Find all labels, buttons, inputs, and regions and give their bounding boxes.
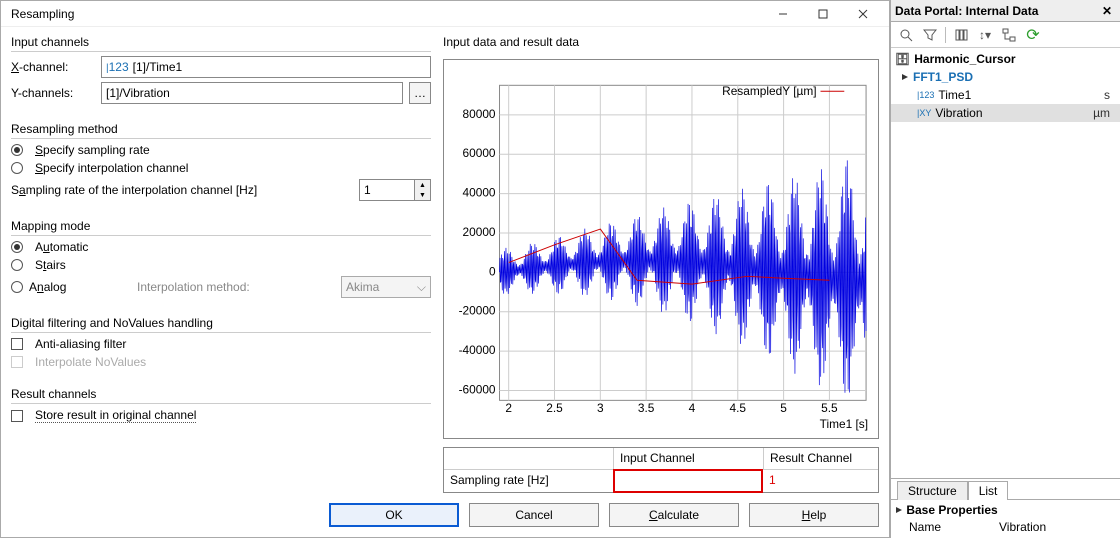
svg-text:4: 4: [689, 402, 696, 416]
numeric-channel-icon: |123: [106, 60, 129, 74]
sampling-rate-input[interactable]: 1 ▲▼: [359, 179, 431, 201]
col-result: Result Channel: [764, 448, 878, 469]
mapping-mode-label: Mapping mode: [11, 219, 431, 233]
filtering-label: Digital filtering and NoValues handling: [11, 316, 431, 330]
ok-button[interactable]: OK: [329, 503, 459, 527]
channel-type-icon: |123: [917, 90, 934, 100]
sort-icon[interactable]: ↕▾: [974, 25, 996, 45]
svg-text:Time1 [s]: Time1 [s]: [820, 418, 868, 432]
filtering-section: Digital filtering and NoValues handling …: [11, 316, 431, 373]
x-channel-input[interactable]: |123 [1]/Time1: [101, 56, 431, 78]
radio-sampling-rate[interactable]: Specify sampling rate: [11, 143, 431, 157]
radio-automatic[interactable]: Automatic: [11, 240, 431, 254]
check-interp-novalues: Interpolate NoValues: [11, 355, 431, 369]
svg-text:0: 0: [489, 265, 496, 279]
row-result-value: 1: [763, 470, 878, 492]
help-button[interactable]: Help: [749, 503, 879, 527]
refresh-icon[interactable]: ⟳: [1022, 25, 1044, 45]
y-channels-input[interactable]: [1]/Vibration: [101, 82, 403, 104]
calculate-button[interactable]: Calculate: [609, 503, 739, 527]
svg-text:-20000: -20000: [459, 304, 496, 318]
result-channels-section: Result channels Store result in original…: [11, 387, 431, 427]
x-channel-label: X-channel:: [11, 60, 95, 74]
portal-tabs: Structure List: [891, 478, 1120, 500]
result-table: Input Channel Result Channel Sampling ra…: [443, 447, 879, 493]
search-icon[interactable]: [895, 25, 917, 45]
svg-text:20000: 20000: [463, 225, 496, 239]
check-antialias[interactable]: Anti-aliasing filter: [11, 337, 431, 351]
props-header[interactable]: Base Properties: [891, 500, 1120, 520]
spinner-down[interactable]: ▼: [415, 190, 430, 200]
svg-text:80000: 80000: [463, 107, 496, 121]
svg-text:ResampledY [µm]: ResampledY [µm]: [722, 85, 816, 99]
svg-text:60000: 60000: [463, 147, 496, 161]
mapping-mode-section: Mapping mode Automatic Stairs Analog Int…: [11, 219, 431, 302]
svg-text:4.5: 4.5: [730, 402, 747, 416]
property-row: NameVibration: [891, 520, 1120, 538]
tab-structure[interactable]: Structure: [897, 481, 968, 500]
database-icon: 🗄: [895, 52, 910, 66]
filter-icon[interactable]: [919, 25, 941, 45]
row-label: Sampling rate [Hz]: [444, 470, 614, 492]
radio-interp-channel[interactable]: Specify interpolation channel: [11, 161, 431, 175]
close-button[interactable]: [843, 2, 883, 26]
data-portal: Data Portal: Internal Data ✕ ↕▾ ⟳ 🗄 Harm…: [890, 0, 1120, 538]
radio-stairs[interactable]: Stairs: [11, 258, 431, 272]
portal-titlebar: Data Portal: Internal Data ✕: [891, 0, 1120, 22]
resampling-method-label: Resampling method: [11, 122, 431, 136]
interp-method-combo: Akima⌵: [341, 276, 431, 298]
columns-icon[interactable]: [950, 25, 972, 45]
spinner-up[interactable]: ▲: [415, 180, 430, 190]
tree-icon[interactable]: [998, 25, 1020, 45]
tree-channel[interactable]: |123Time1s: [891, 86, 1120, 104]
tree-channel[interactable]: |XYVibrationµm: [891, 104, 1120, 122]
interp-method-label: Interpolation method:: [137, 280, 335, 294]
input-channels-section: Input channels X-channel: |123 [1]/Time1…: [11, 35, 431, 108]
svg-text:2.5: 2.5: [546, 402, 563, 416]
row-input-value: [613, 469, 763, 493]
svg-text:5: 5: [780, 402, 787, 416]
browse-button[interactable]: …: [409, 82, 431, 104]
channel-type-icon: |XY: [917, 108, 931, 118]
maximize-button[interactable]: [803, 2, 843, 26]
svg-text:-40000: -40000: [459, 344, 496, 358]
input-channels-label: Input channels: [11, 35, 431, 49]
tree-group[interactable]: FFT1_PSD: [891, 68, 1120, 86]
titlebar: Resampling: [1, 1, 889, 27]
window-title: Resampling: [11, 7, 763, 21]
svg-text:2: 2: [505, 402, 512, 416]
check-store-orig[interactable]: Store result in original channel: [11, 408, 431, 423]
svg-text:40000: 40000: [463, 186, 496, 200]
svg-text:-60000: -60000: [459, 383, 496, 397]
resampling-method-section: Resampling method Specify sampling rate …: [11, 122, 431, 205]
radio-analog[interactable]: Analog: [11, 280, 131, 294]
channel-tree: 🗄 Harmonic_Cursor FFT1_PSD |123Time1s|XY…: [891, 48, 1120, 478]
minimize-button[interactable]: [763, 2, 803, 26]
expand-icon: [901, 73, 909, 81]
button-row: OK Cancel Calculate Help: [1, 493, 889, 537]
portal-toolbar: ↕▾ ⟳: [891, 22, 1120, 48]
cancel-button[interactable]: Cancel: [469, 503, 599, 527]
svg-text:3: 3: [597, 402, 604, 416]
svg-text:3.5: 3.5: [638, 402, 655, 416]
tab-list[interactable]: List: [968, 481, 1009, 500]
col-input: Input Channel: [614, 448, 764, 469]
svg-text:5.5: 5.5: [821, 402, 838, 416]
y-channels-label: Y-channels:: [11, 86, 95, 100]
chart-header: Input data and result data: [443, 35, 879, 49]
sampling-rate-label: Sampling rate of the interpolation chann…: [11, 183, 353, 197]
resampling-dialog: Resampling Input channels X-channel: |12…: [0, 0, 890, 538]
portal-close-button[interactable]: ✕: [1098, 4, 1116, 18]
tree-root[interactable]: 🗄 Harmonic_Cursor: [891, 50, 1120, 68]
expand-icon: [895, 506, 903, 514]
result-channels-label: Result channels: [11, 387, 431, 401]
preview-chart: -60000 -40000 -20000 0 20000 40000 60000 80000 2…: [443, 59, 879, 439]
